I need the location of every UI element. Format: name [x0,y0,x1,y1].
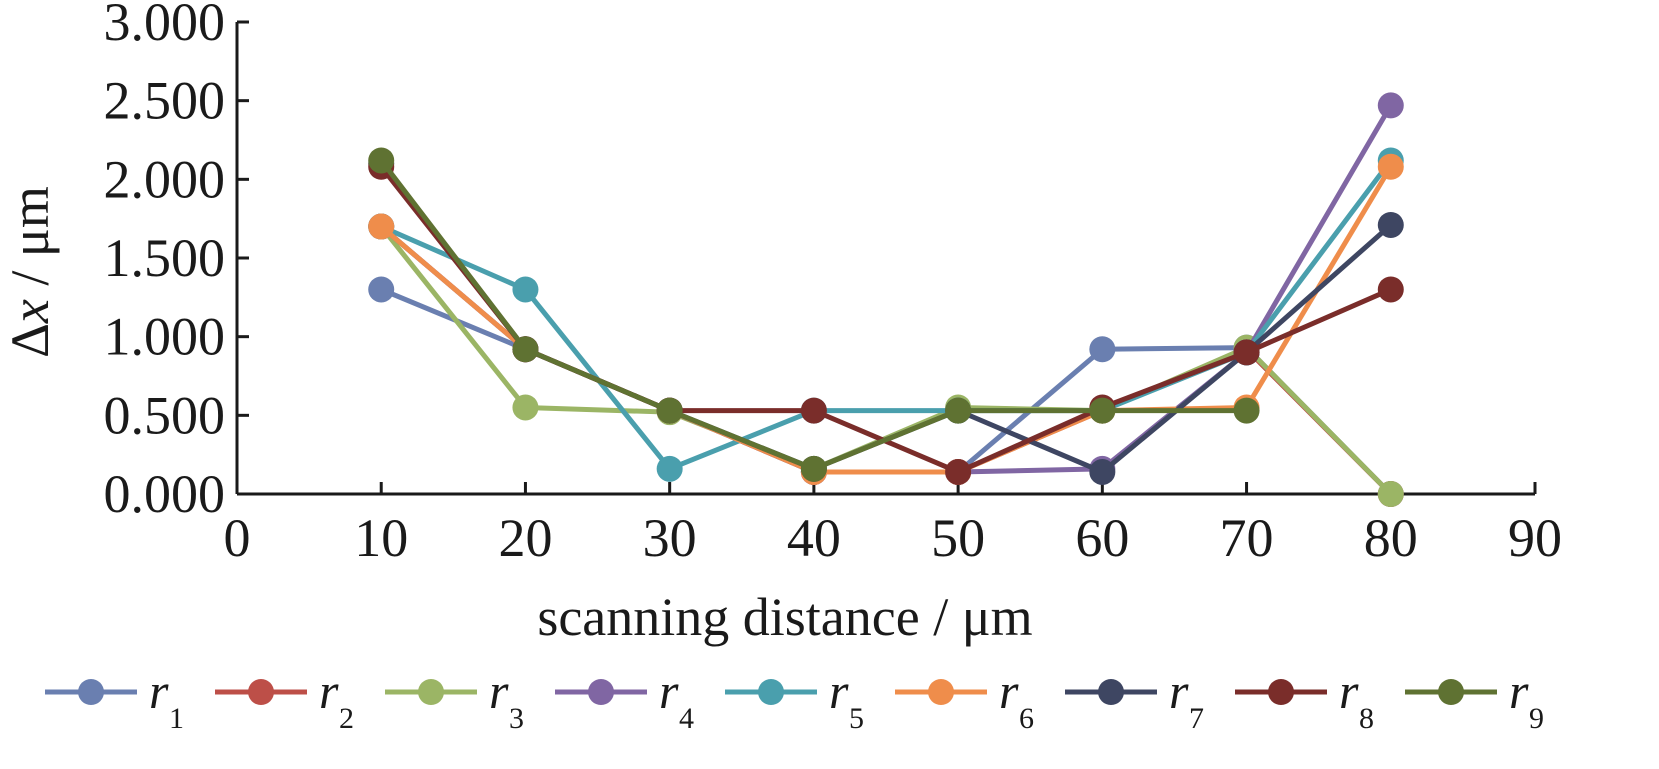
series-line [380,158,1393,472]
legend-label: r [829,663,849,719]
x-tick-label: 50 [931,508,985,568]
y-tick-label: 0.000 [104,464,226,524]
data-point [368,213,395,240]
series-r8 [368,153,1404,485]
legend-subscript: 7 [1189,702,1204,735]
data-point [512,276,539,303]
legend-marker [1438,679,1464,705]
axes: 0 10 20 30 40 50 60 70 80 90 0.000 0.500 1.000 1.500 2… [104,0,1563,568]
y-axis-title: Δx / μm [0,186,60,358]
legend-subscript: 4 [679,702,694,735]
x-tick-label: 60 [1075,508,1129,568]
x-tick-label: 10 [354,508,408,568]
y-axis-title-symbol: Δ [0,323,60,358]
x-tick-label: 90 [1508,508,1562,568]
y-tick-label: 0.500 [104,385,226,445]
data-point [656,455,683,482]
legend-label: r [1169,663,1189,719]
y-axis-title-unit: / μm [0,186,60,299]
y-axis-title-group: Δx / μm [0,186,60,358]
legend-label: r [1339,663,1359,719]
series-line [379,165,1392,475]
data-point [800,397,827,424]
x-tick-label: 70 [1220,508,1274,568]
x-tick-label: 0 [224,508,251,568]
legend-subscript: 9 [1529,702,1544,735]
legend-subscript: 6 [1019,702,1034,735]
series-r6 [368,153,1404,485]
series-r5 [368,147,1404,482]
data-point [945,458,972,485]
legend-marker [928,679,954,705]
series-layer [368,92,1404,507]
data-point [1233,397,1260,424]
x-tick-label: 30 [643,508,697,568]
y-tick-label: 3.000 [104,0,226,52]
legend-subscript: 3 [509,702,524,735]
legend-marker [248,679,274,705]
data-point [1377,92,1404,119]
legend-label: r [659,663,679,719]
series-r7 [368,150,1404,485]
x-axis-title: scanning distance / μm [537,587,1032,647]
x-axis-title-group: scanning distance / μm [537,587,1032,647]
data-point [1089,397,1116,424]
legend-label: r [999,663,1019,719]
data-point [1089,336,1116,363]
legend-subscript: 8 [1359,702,1374,735]
series-r9 [368,147,1260,482]
y-tick-label: 2.500 [104,71,226,131]
data-point [1377,211,1404,238]
legend-subscript: 1 [169,702,184,735]
legend-marker [418,679,444,705]
legend-marker [1098,679,1124,705]
legend-label: r [319,663,339,719]
y-tick-label: 1.000 [104,307,226,367]
legend-label: r [149,663,169,719]
legend-label: r [1509,663,1529,719]
x-tick-label: 20 [498,508,552,568]
data-point [1377,276,1404,303]
series-line [379,165,1393,475]
data-point [368,147,395,174]
y-axis-title-variable: x [0,299,60,324]
series-line [379,162,1393,475]
legend-subscript: 5 [849,702,864,735]
legend-marker [758,679,784,705]
legend-marker [588,679,614,705]
data-point [945,397,972,424]
data-point [1233,339,1260,366]
x-tick-label: 40 [787,508,841,568]
legend-subscript: 2 [339,702,354,735]
y-tick-label: 1.500 [104,228,226,288]
legend-label: r [489,663,509,719]
legend-marker [78,679,104,705]
data-point [800,455,827,482]
data-point [656,397,683,424]
series-line [380,287,1393,496]
legend-marker [1268,679,1294,705]
data-point [512,394,539,421]
y-tick-label: 2.000 [104,149,226,209]
data-point [512,336,539,363]
x-tick-label: 80 [1364,508,1418,568]
data-point [368,276,395,303]
data-point [1377,481,1404,507]
data-point [1089,458,1116,485]
data-point [1377,153,1404,180]
